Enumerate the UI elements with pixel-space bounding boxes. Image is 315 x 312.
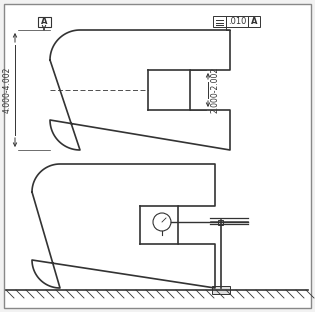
Text: 2.000-2.002: 2.000-2.002 xyxy=(211,67,220,113)
Bar xyxy=(248,16,260,27)
Text: .010: .010 xyxy=(228,17,246,26)
Text: A: A xyxy=(251,17,257,26)
Bar xyxy=(226,16,248,27)
Bar xyxy=(38,17,51,27)
Text: 4.000-4.002: 4.000-4.002 xyxy=(3,67,12,113)
Text: A: A xyxy=(41,17,48,27)
Bar xyxy=(218,220,223,225)
Bar xyxy=(213,16,226,27)
Bar xyxy=(212,286,230,294)
